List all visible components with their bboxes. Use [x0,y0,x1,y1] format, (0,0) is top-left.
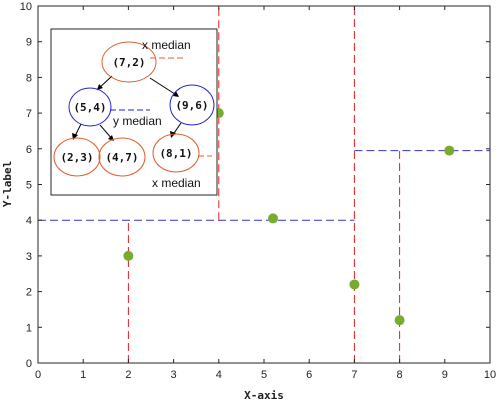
data-point-4 [394,315,405,326]
tree-node-right: (9,6) [169,84,215,126]
y-tick-label: 0 [26,358,32,370]
y-median-label: y median [113,114,162,128]
y-tick-label: 3 [26,251,32,263]
tree-node-left-left: (2,3) [53,137,101,177]
svg-text:(4,7): (4,7) [105,151,138,164]
y-tick-label: 10 [20,1,32,13]
tree-node-left-right: (4,7) [98,137,146,177]
tree-edge-arrow [97,84,103,90]
y-tick-label: 4 [26,215,32,227]
x-median-label: x median [142,38,191,52]
x-axis-label: X-axis [244,389,284,402]
y-axis-label: Y-label [1,161,14,207]
tree-edge [149,77,179,97]
x-tick-label: 0 [35,369,41,381]
data-point-2 [268,213,279,224]
svg-text:(8,1): (8,1) [159,147,192,160]
x-ticks: 0 1 2 3 4 5 6 7 8 9 10 [35,6,496,381]
y-tick-label: 1 [26,322,32,334]
tree-edge-arrow [173,91,179,97]
x-tick-label: 2 [125,369,131,381]
svg-text:(2,3): (2,3) [60,151,93,164]
svg-text:(7,2): (7,2) [112,56,145,69]
tree-node-right-left: (8,1) [152,133,200,173]
x-tick-label: 10 [484,369,496,381]
x-tick-label: 5 [261,369,267,381]
inset-frame [50,28,218,196]
tree-node-left: (5,4) [68,87,112,127]
split-lines [38,6,490,363]
x-tick-label: 8 [397,369,403,381]
y-tick-label: 8 [26,72,32,84]
kd-tree-inset: (7,2) (5,4) (9,6) (2,3) (4,7) (8,1) x me… [50,28,218,196]
y-tick-label: 5 [26,180,32,192]
x-tick-label: 4 [216,369,222,381]
data-point-5 [444,145,455,156]
svg-text:(9,6): (9,6) [175,99,208,112]
y-tick-label: 2 [26,287,32,299]
y-tick-label: 6 [26,144,32,156]
y-tick-label: 7 [26,108,32,120]
x-tick-label: 7 [351,369,357,381]
tree-node-root: (7,2) [101,41,157,83]
x-tick-label: 1 [80,369,86,381]
x-tick-label: 9 [442,369,448,381]
x-tick-label: 3 [171,369,177,381]
data-point-0 [123,250,134,261]
y-tick-label: 9 [26,37,32,49]
data-point-3 [349,279,360,290]
x-tick-label: 6 [306,369,312,381]
x-median-label-2: x median [152,176,201,190]
y-ticks: 0 1 2 3 4 5 6 7 8 9 10 [20,1,490,370]
svg-text:(5,4): (5,4) [73,101,106,114]
